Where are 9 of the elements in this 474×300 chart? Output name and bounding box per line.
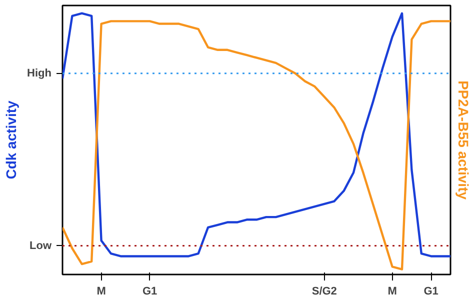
- y2-axis-title: PP2A-B55 activity: [456, 80, 472, 200]
- x-tick-label: M: [96, 286, 106, 298]
- y-axis-title: Cdk activity: [3, 100, 20, 180]
- ref-line-label: High: [27, 67, 52, 80]
- x-tick-label: G1: [142, 286, 158, 298]
- ref-line-label: Low: [30, 240, 52, 252]
- x-tick-label: M: [388, 286, 397, 298]
- x-tick-label: G1: [424, 286, 438, 298]
- x-tick-label: S/G2: [312, 286, 337, 298]
